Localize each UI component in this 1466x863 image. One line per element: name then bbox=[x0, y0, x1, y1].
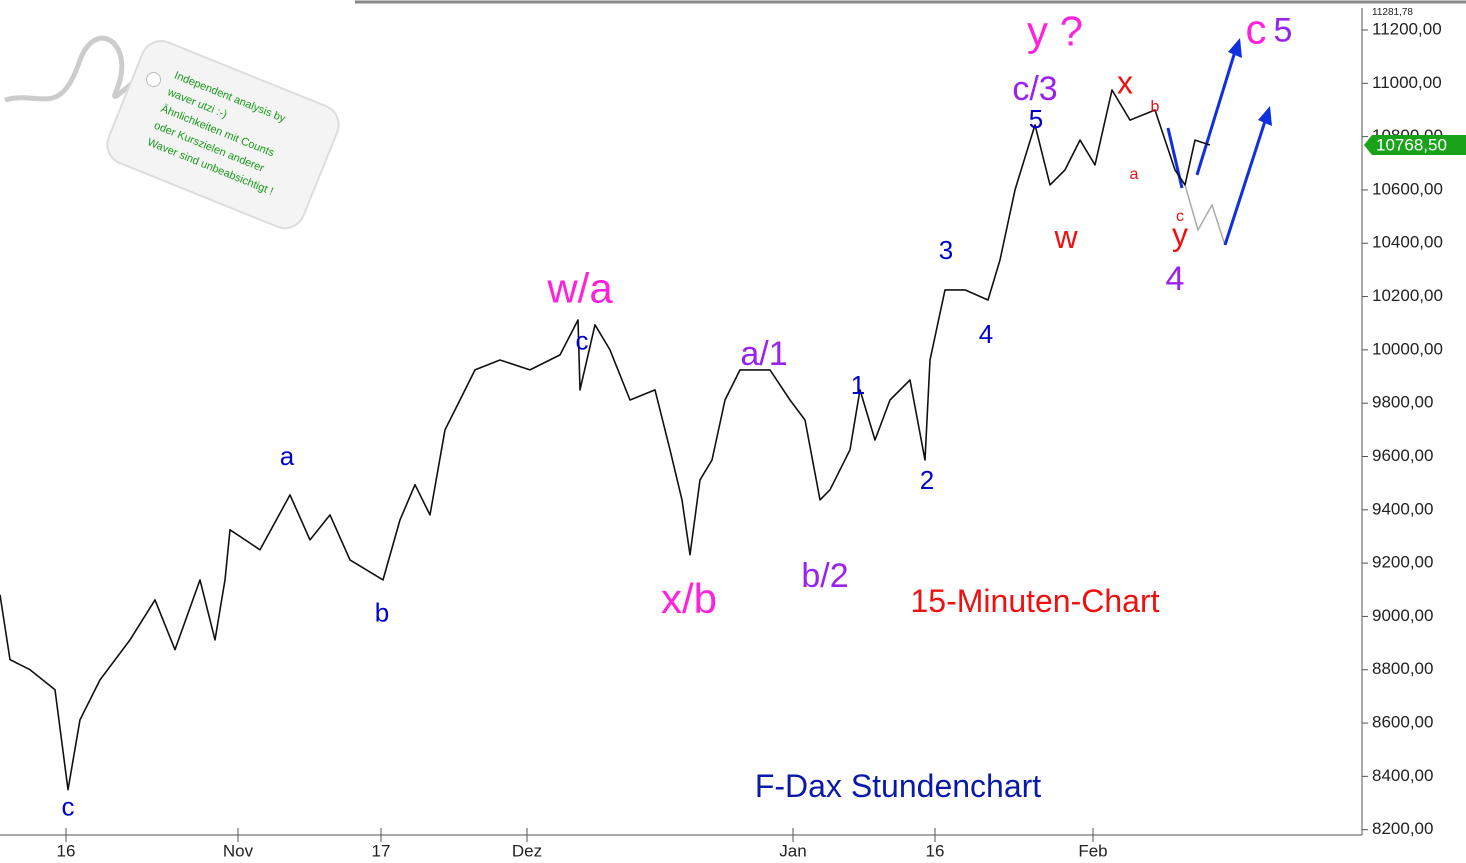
wave-label: 5 bbox=[1029, 104, 1043, 134]
x-tick-label: 16 bbox=[926, 841, 945, 860]
y-tick-label: 9200,00 bbox=[1372, 553, 1433, 572]
projection bbox=[1166, 38, 1272, 246]
wave-label: b bbox=[375, 598, 389, 628]
wave-label: x/b bbox=[661, 575, 717, 622]
wave-label: 5 bbox=[1274, 11, 1293, 49]
wave-label: x bbox=[1117, 65, 1133, 101]
wave-label: c/3 bbox=[1012, 70, 1057, 108]
wave-label: 15-Minuten-Chart bbox=[911, 583, 1160, 619]
wave-label: 1 bbox=[851, 370, 865, 400]
y-tick-label: 9600,00 bbox=[1372, 446, 1433, 465]
price-line bbox=[0, 89, 1211, 791]
y-tick-label: 10000,00 bbox=[1372, 339, 1443, 358]
wave-label: w bbox=[1053, 219, 1078, 255]
wave-label: 4 bbox=[979, 319, 993, 349]
wave-label: 3 bbox=[939, 235, 953, 265]
y-tick-label: 9800,00 bbox=[1372, 393, 1433, 412]
wave-label: a bbox=[280, 441, 295, 471]
wave-label: b/2 bbox=[801, 557, 848, 595]
x-tick-label: 17 bbox=[372, 841, 391, 860]
x-tick-label: Nov bbox=[223, 841, 254, 860]
x-tick-label: Jan bbox=[779, 841, 806, 860]
wave-label: w/a bbox=[546, 265, 613, 312]
y-tick-label: 10600,00 bbox=[1372, 179, 1443, 198]
y-tick-label: 11200,00 bbox=[1372, 19, 1442, 38]
x-tick-label: Feb bbox=[1078, 841, 1107, 860]
wave-label: 2 bbox=[920, 465, 934, 495]
y-tick-label: 8400,00 bbox=[1372, 766, 1433, 785]
wave-label: a bbox=[1130, 166, 1139, 183]
last-price-label: 10768,50 bbox=[1376, 136, 1447, 155]
wave-label: c bbox=[576, 325, 589, 355]
wave-label: y bbox=[1172, 216, 1188, 252]
wave-label: b bbox=[1151, 98, 1160, 115]
x-tick-label: Dez bbox=[512, 841, 542, 860]
y-tick-label: 8800,00 bbox=[1372, 659, 1433, 678]
y-tick-label: 10400,00 bbox=[1372, 233, 1443, 252]
wave-label: 4 bbox=[1166, 260, 1185, 298]
y-tick-label: 8200,00 bbox=[1372, 819, 1433, 838]
y-tick-label: 9400,00 bbox=[1372, 499, 1433, 518]
wave-label: a/1 bbox=[740, 335, 787, 373]
x-tick-label: 16 bbox=[57, 841, 76, 860]
y-tick-label: 10200,00 bbox=[1372, 286, 1443, 305]
y-tick-label: 8600,00 bbox=[1372, 713, 1433, 732]
y-tick-label: 9000,00 bbox=[1372, 606, 1433, 625]
last-price-box bbox=[1364, 135, 1466, 156]
y-tick-label: 11000,00 bbox=[1372, 73, 1442, 92]
axis-max-label: 11281,78 bbox=[1372, 7, 1413, 18]
wave-label: F-Dax Stundenchart bbox=[755, 768, 1041, 804]
wave-label: c bbox=[1246, 5, 1267, 52]
wave-label: c bbox=[62, 791, 75, 821]
wave-label: c bbox=[1176, 208, 1184, 225]
wave-label: y ? bbox=[1027, 8, 1083, 55]
